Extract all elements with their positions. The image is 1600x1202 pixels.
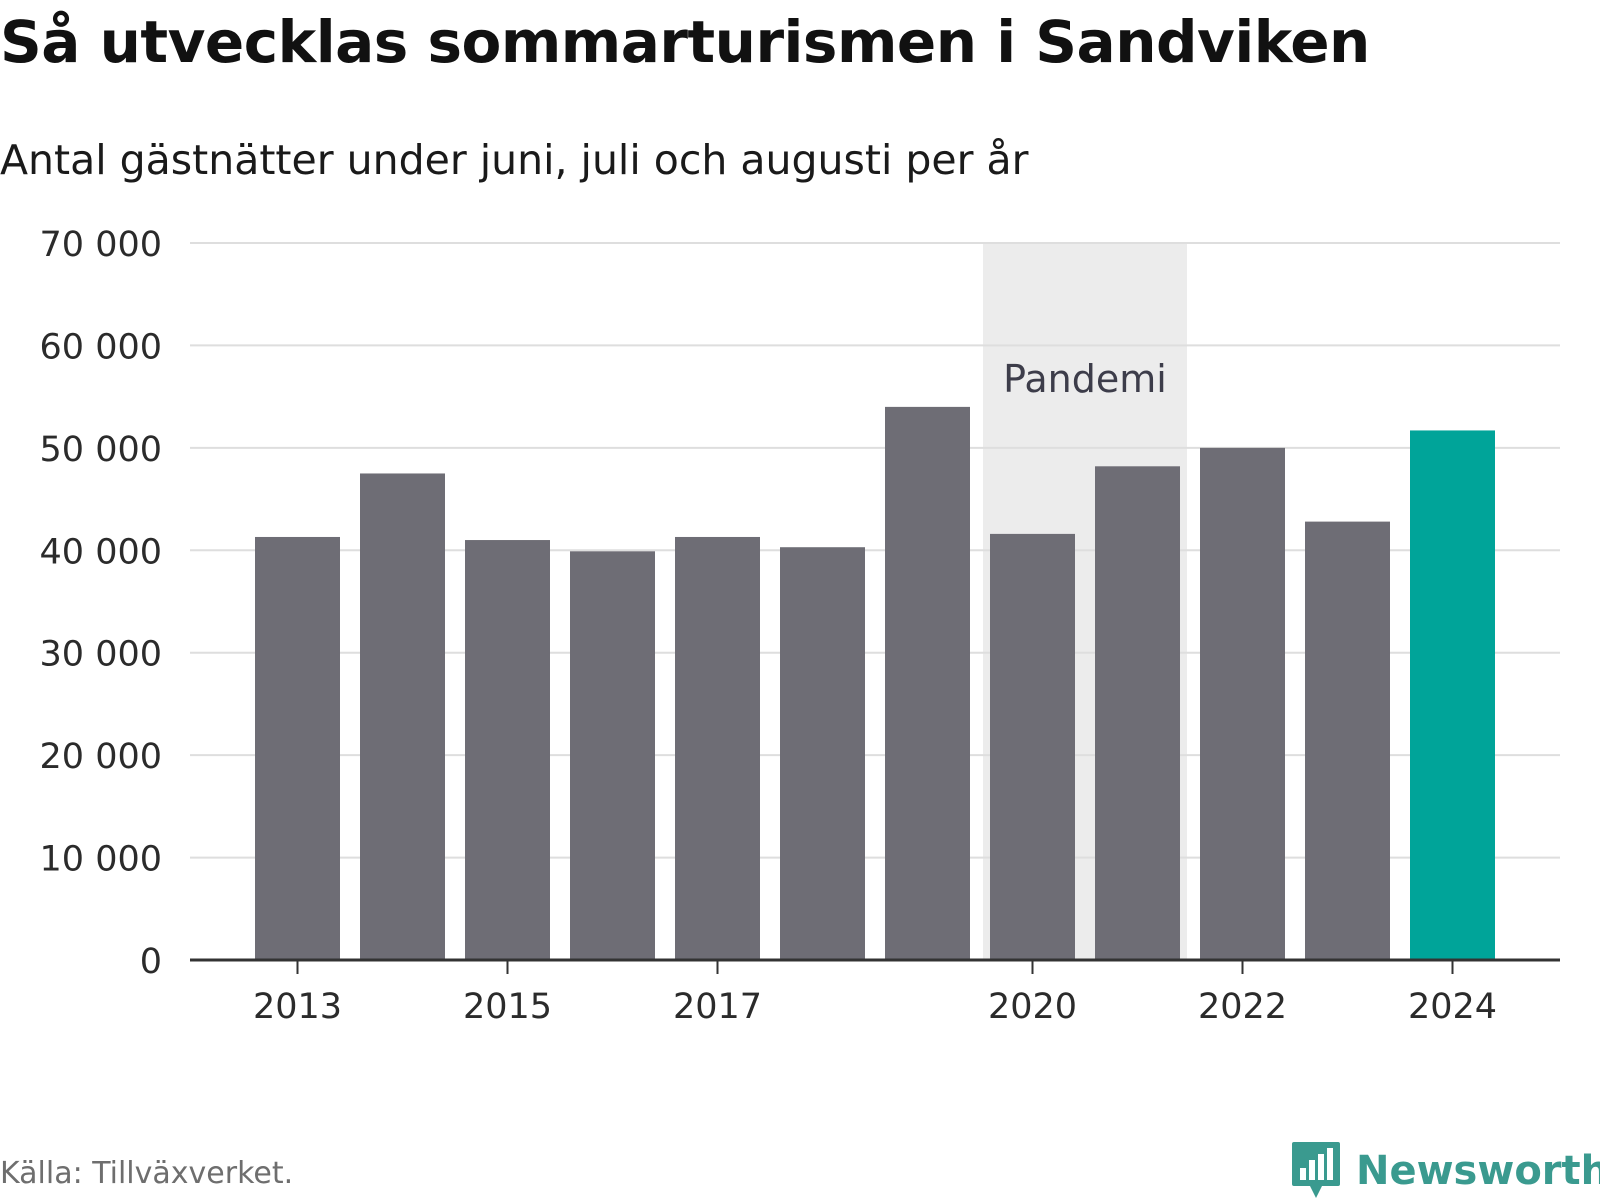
source-note: Källa: Tillväxverket. [0, 1156, 294, 1191]
newsworthy-bar-chart-icon [1292, 1142, 1340, 1198]
y-tick-label: 70 000 [40, 225, 162, 265]
y-tick-label: 50 000 [40, 430, 162, 470]
brand-logo[interactable]: Newsworthy [1290, 1140, 1600, 1202]
bar-2021 [1095, 466, 1180, 960]
bar-2023 [1305, 521, 1390, 960]
bar-2014 [360, 473, 445, 960]
y-tick-label: 10 000 [40, 840, 162, 880]
brand-name: Newsworthy [1356, 1148, 1600, 1194]
bar-2015 [465, 540, 550, 960]
bar-2019 [885, 406, 970, 960]
x-tick-label: 2013 [253, 987, 342, 1027]
bar-2022 [1200, 447, 1285, 960]
bar-2020 [990, 533, 1075, 960]
y-tick-label: 0 [140, 942, 162, 982]
y-tick-label: 40 000 [40, 532, 162, 572]
chart-title: Så utvecklas sommarturismen i Sandviken [0, 8, 1370, 76]
bar-2013 [255, 536, 340, 960]
bar-2017 [675, 536, 760, 960]
bar-2024 [1410, 430, 1495, 960]
x-tick-label: 2022 [1198, 987, 1287, 1027]
x-tick-label: 2020 [988, 987, 1077, 1027]
y-tick-label: 20 000 [40, 737, 162, 777]
x-tick-label: 2024 [1408, 987, 1497, 1027]
pandemic-label: Pandemi [1003, 357, 1167, 401]
bar-2018 [780, 547, 865, 960]
chart-subtitle: Antal gästnätter under juni, juli och au… [0, 136, 1029, 184]
x-tick-label: 2017 [673, 987, 762, 1027]
x-tick-label: 2015 [463, 987, 552, 1027]
y-tick-label: 60 000 [40, 327, 162, 367]
y-tick-label: 30 000 [40, 635, 162, 675]
bar-2016 [570, 551, 655, 960]
